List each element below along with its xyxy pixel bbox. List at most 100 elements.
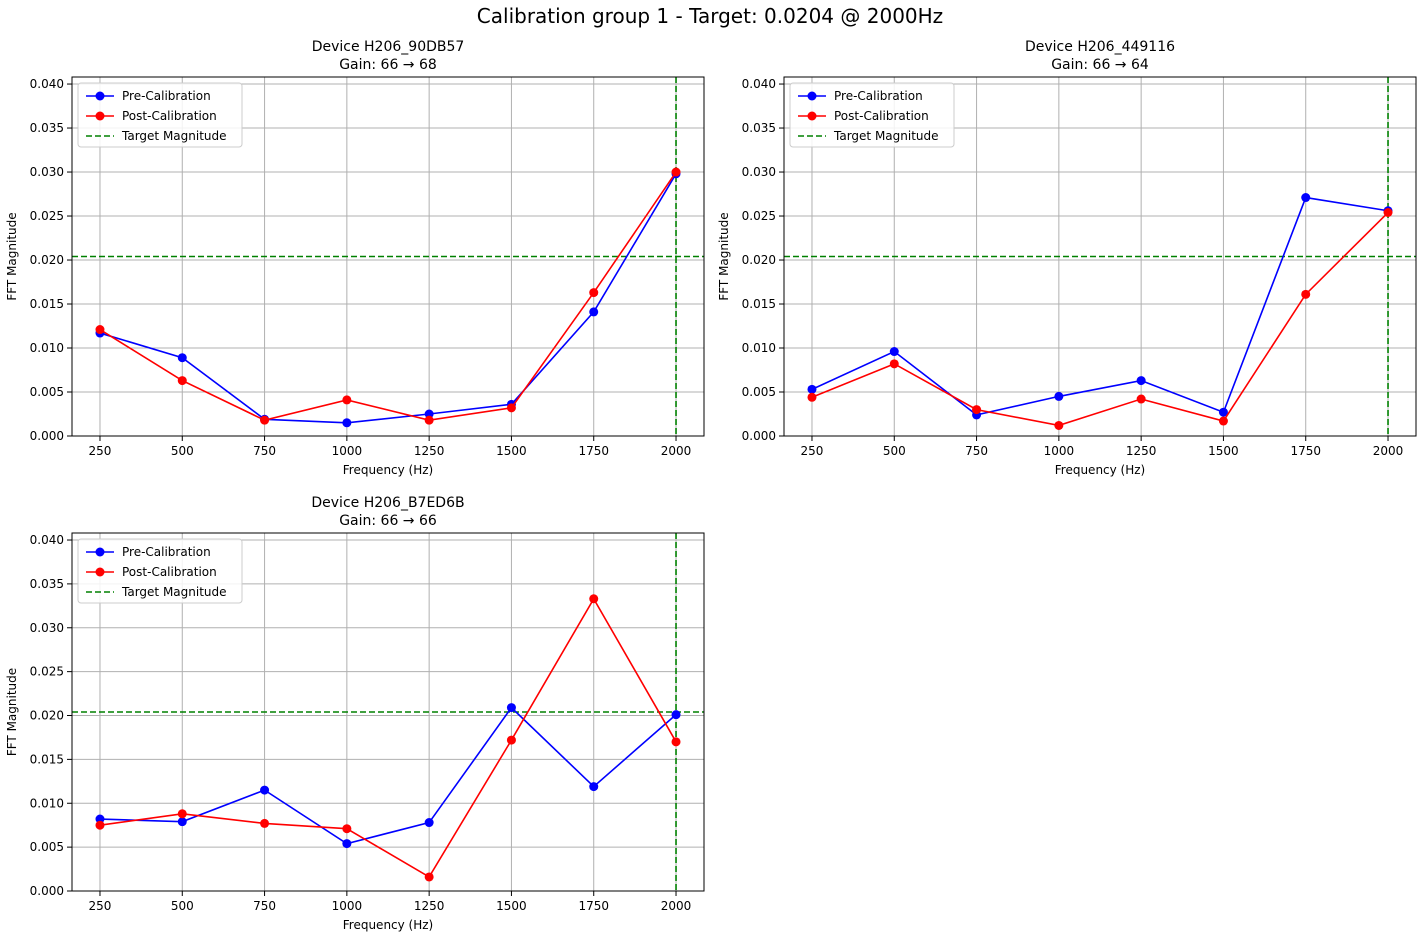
pre-calibration-point <box>177 817 187 827</box>
pre-calibration-point <box>889 347 899 357</box>
legend-pre-calibration-marker <box>95 547 105 557</box>
x-tick-label: 1000 <box>1044 444 1075 458</box>
post-calibration-point <box>506 403 516 413</box>
legend-target-magnitude-label: Target Magnitude <box>833 129 939 143</box>
x-tick-label: 2000 <box>1373 444 1404 458</box>
legend-pre-calibration-label: Pre-Calibration <box>122 545 211 559</box>
pre-calibration-point <box>424 409 434 419</box>
y-tick-label: 0.040 <box>30 77 64 91</box>
y-tick-label: 0.025 <box>30 665 64 679</box>
pre-calibration-point <box>589 782 599 792</box>
legend-target-magnitude-label: Target Magnitude <box>121 585 227 599</box>
y-tick-label: 0.030 <box>742 165 776 179</box>
legend-post-calibration-marker <box>95 567 105 577</box>
y-tick-label: 0.000 <box>30 429 64 443</box>
subplot-3: 250 500 750 1000 1250 1500 1750 2000 0.000 0.005 0… <box>5 495 705 932</box>
x-tick-label: 1250 <box>1126 444 1157 458</box>
x-tick-label: 250 <box>89 899 112 913</box>
post-calibration-point <box>1136 394 1146 404</box>
post-calibration-point <box>1054 420 1064 430</box>
pre-calibration-point <box>1054 391 1064 401</box>
legend-pre-calibration-label: Pre-Calibration <box>834 89 923 103</box>
x-tick-label: 750 <box>965 444 988 458</box>
post-calibration-point <box>424 872 434 882</box>
legend-box <box>77 82 243 148</box>
y-tick-label: 0.035 <box>742 121 776 135</box>
pre-calibration-point <box>1218 407 1228 417</box>
post-calibration-point <box>889 359 899 369</box>
y-tick-label: 0.005 <box>30 840 64 854</box>
legend-post-calibration-label: Post-Calibration <box>834 109 929 123</box>
legend-post-calibration-label: Post-Calibration <box>122 565 217 579</box>
post-calibration-point <box>671 167 681 177</box>
x-tick-label: 250 <box>801 444 824 458</box>
pre-calibration-point <box>260 785 270 795</box>
post-calibration-point <box>177 376 187 386</box>
legend-pre-calibration-label: Pre-Calibration <box>122 89 211 103</box>
legend-box <box>77 538 243 604</box>
subplot-subtitle: Gain: 66 → 68 <box>339 57 437 73</box>
post-calibration-line <box>811 211 1389 427</box>
y-tick-label: 0.040 <box>30 533 64 547</box>
pre-calibration-point <box>1301 193 1311 203</box>
y-tick-label: 0.025 <box>30 209 64 223</box>
x-tick-label: 250 <box>89 444 112 458</box>
legend-post-calibration-marker <box>95 111 105 121</box>
post-calibration-point <box>807 392 817 402</box>
x-tick-label: 1500 <box>496 899 527 913</box>
post-calibration-line <box>99 597 677 879</box>
figure-title: Calibration group 1 - Target: 0.0204 @ 2… <box>476 4 944 28</box>
y-tick-label: 0.000 <box>30 884 64 898</box>
post-calibration-point <box>506 735 516 745</box>
post-calibration-point <box>589 288 599 298</box>
subplot-1: 250 500 750 1000 1250 1500 1750 2000 0.000 0.005 0… <box>5 39 705 477</box>
x-tick-label: 1250 <box>414 899 445 913</box>
legend-pre-calibration-marker <box>95 91 105 101</box>
pre-calibration-line <box>99 706 677 845</box>
pre-calibration-point <box>424 818 434 828</box>
y-tick-label: 0.020 <box>30 709 64 723</box>
x-tick-label: 1750 <box>1290 444 1321 458</box>
y-tick-label: 0.010 <box>30 341 64 355</box>
subplot-subtitle: Gain: 66 → 66 <box>339 513 437 529</box>
legend: Pre-Calibration Post-Calibration Target Ma… <box>77 82 243 148</box>
y-tick-label: 0.025 <box>742 209 776 223</box>
legend: Pre-Calibration Post-Calibration Target Ma… <box>77 538 243 604</box>
y-tick-label: 0.015 <box>742 297 776 311</box>
pre-calibration-point <box>342 418 352 428</box>
pre-calibration-point <box>807 384 817 394</box>
x-tick-label: 1500 <box>1208 444 1239 458</box>
post-calibration-line <box>99 171 677 422</box>
legend-target-magnitude-label: Target Magnitude <box>121 129 227 143</box>
x-tick-label: 500 <box>883 444 906 458</box>
y-axis-label: FFT Magnitude <box>5 212 19 300</box>
post-calibration-point <box>1218 416 1228 426</box>
pre-calibration-point <box>177 353 187 363</box>
y-axis-label: FFT Magnitude <box>717 212 731 300</box>
y-tick-label: 0.010 <box>30 796 64 810</box>
y-tick-label: 0.015 <box>30 752 64 766</box>
post-calibration-point <box>95 820 105 830</box>
pre-calibration-point <box>342 839 352 849</box>
post-calibration-point <box>671 737 681 747</box>
post-calibration-point <box>260 818 270 828</box>
y-tick-label: 0.005 <box>742 385 776 399</box>
y-tick-label: 0.015 <box>30 297 64 311</box>
post-calibration-point <box>260 415 270 425</box>
x-tick-label: 2000 <box>661 899 692 913</box>
post-calibration-point <box>424 415 434 425</box>
y-tick-label: 0.035 <box>30 577 64 591</box>
x-axis-label: Frequency (Hz) <box>343 918 434 932</box>
y-tick-label: 0.020 <box>30 253 64 267</box>
legend-pre-calibration-marker <box>807 91 817 101</box>
y-tick-label: 0.040 <box>742 77 776 91</box>
plot-frame <box>71 532 705 892</box>
y-tick-label: 0.020 <box>742 253 776 267</box>
pre-calibration-line <box>99 173 677 424</box>
x-tick-label: 1750 <box>578 899 609 913</box>
y-axis-label: FFT Magnitude <box>5 668 19 756</box>
pre-calibration-point <box>589 307 599 317</box>
y-tick-label: 0.030 <box>30 165 64 179</box>
x-tick-label: 1750 <box>578 444 609 458</box>
